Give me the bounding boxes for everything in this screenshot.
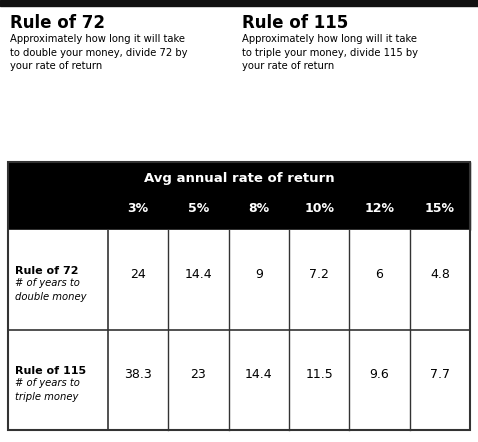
Text: Rule of 72: Rule of 72 xyxy=(10,14,105,32)
Text: Avg annual rate of return: Avg annual rate of return xyxy=(144,172,334,185)
Text: # of years to
double money: # of years to double money xyxy=(15,278,87,301)
Text: 5%: 5% xyxy=(188,202,209,215)
Text: 3%: 3% xyxy=(128,202,149,215)
Text: 24: 24 xyxy=(130,268,146,282)
Text: 11.5: 11.5 xyxy=(305,369,333,381)
Bar xyxy=(8,162,470,230)
Text: 9.6: 9.6 xyxy=(369,369,390,381)
Text: Approximately how long it will take
to double your money, divide 72 by
your rate: Approximately how long it will take to d… xyxy=(10,34,187,71)
Text: 14.4: 14.4 xyxy=(245,369,272,381)
Text: 23: 23 xyxy=(191,369,206,381)
Bar xyxy=(8,230,470,430)
Text: 14.4: 14.4 xyxy=(185,268,212,282)
Text: 9: 9 xyxy=(255,268,263,282)
Text: Rule of 72: Rule of 72 xyxy=(15,266,78,276)
Text: Approximately how long will it take
to triple your money, divide 115 by
your rat: Approximately how long will it take to t… xyxy=(242,34,418,71)
Bar xyxy=(0,0,478,6)
Text: Rule of 115: Rule of 115 xyxy=(15,366,86,376)
Text: 8%: 8% xyxy=(248,202,270,215)
Text: 38.3: 38.3 xyxy=(124,369,152,381)
Text: 12%: 12% xyxy=(365,202,394,215)
Text: 10%: 10% xyxy=(304,202,334,215)
Text: # of years to
triple money: # of years to triple money xyxy=(15,378,80,402)
Text: 15%: 15% xyxy=(425,202,455,215)
Text: 4.8: 4.8 xyxy=(430,268,450,282)
Text: 7.7: 7.7 xyxy=(430,369,450,381)
Bar xyxy=(8,162,470,430)
Text: Rule of 115: Rule of 115 xyxy=(242,14,348,32)
Text: 7.2: 7.2 xyxy=(309,268,329,282)
Text: 6: 6 xyxy=(376,268,383,282)
